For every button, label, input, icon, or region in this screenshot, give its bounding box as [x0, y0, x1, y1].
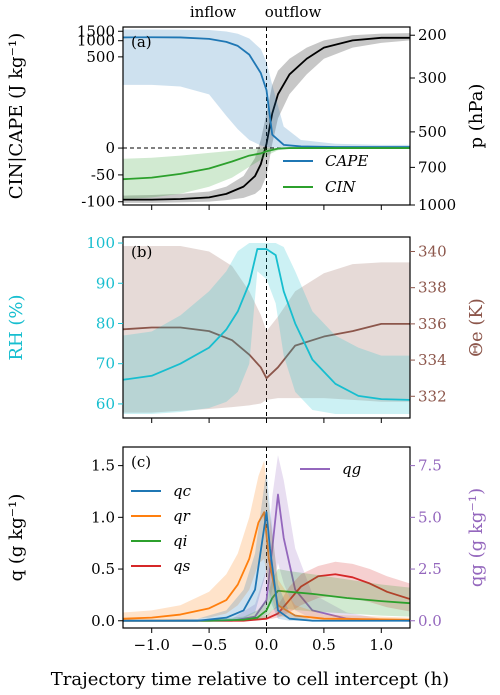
right-y-tick-label: 7.5 [418, 457, 442, 475]
panel-label: (a) [131, 33, 152, 51]
legend-label: qc [173, 482, 192, 500]
cin-line [123, 147, 410, 181]
right-y-tick-label: 338 [418, 279, 447, 297]
legend-label: CAPE [325, 152, 368, 170]
left-y-tick-label: 1.5 [91, 457, 115, 475]
y-axis-label-right: p (hPa) [466, 84, 487, 149]
axes-frame [122, 446, 411, 629]
theta-e-band [123, 246, 410, 413]
right-y-tick-label: 700 [418, 158, 447, 176]
axes-frame [122, 26, 411, 206]
left-y-tick-label: 0 [105, 139, 115, 157]
legend-label: qs [173, 557, 191, 575]
legend-label: qg [342, 460, 361, 478]
right-y-tick-label: 336 [418, 315, 447, 333]
y-axis-label-left: q (g kg⁻¹) [6, 494, 27, 582]
legend-label: qr [173, 507, 191, 525]
legend-label: qi [173, 532, 188, 550]
panel-a: 150010005000-50-1002003005007001000(a)CI… [6, 22, 487, 214]
x-tick-label: −1.0 [133, 636, 169, 654]
left-y-tick-label: 0.5 [91, 560, 115, 578]
right-y-tick-label: 300 [418, 69, 447, 87]
left-y-tick-label: 100 [86, 234, 115, 252]
right-y-tick-label: 340 [418, 242, 447, 260]
y-axis-label-right: Θe (K) [466, 298, 487, 357]
cin-band [123, 148, 410, 200]
qr-line [123, 511, 410, 621]
right-y-tick-label: 5.0 [418, 508, 442, 526]
cape-line [123, 36, 410, 148]
legend-label: CIN [325, 178, 356, 196]
x-tick-label: 0.5 [312, 636, 336, 654]
right-y-tick-label: 200 [418, 26, 447, 44]
left-y-tick-label: 1.0 [91, 508, 115, 526]
y-axis-label-right: qg (g kg⁻¹) [466, 488, 487, 587]
right-y-tick-label: 2.5 [418, 560, 442, 578]
right-y-tick-label: 1000 [418, 196, 456, 214]
qc-line [123, 511, 410, 622]
left-y-tick-label: 1500 [77, 22, 115, 40]
left-y-tick-label: 70 [96, 355, 115, 373]
panel-b: 100 90 80 70 60 340 338 336 334 332 (b) RH (%) Θe (K… [6, 234, 487, 423]
axes-frame [122, 236, 411, 419]
x-axis-label: Trajectory time relative to cell interce… [51, 669, 449, 690]
right-y-tick-label: 332 [418, 387, 447, 405]
outflow-label: outflow [265, 3, 322, 21]
left-y-tick-label: 0.0 [91, 612, 115, 630]
y-axis-label-left: RH (%) [6, 294, 27, 360]
inflow-label: inflow [190, 3, 236, 21]
pressure-line [123, 36, 410, 201]
x-tick-label: 0.0 [255, 636, 279, 654]
right-y-tick-label: 500 [418, 123, 447, 141]
qs-line [123, 573, 410, 622]
theta-e-line [123, 322, 410, 380]
qg-band [123, 455, 410, 621]
x-tick-label: 1.0 [369, 636, 393, 654]
right-y-tick-label: 334 [418, 351, 447, 369]
qi-band [123, 569, 410, 621]
panel-label: (b) [131, 243, 152, 261]
left-y-tick-label: 1000 [77, 32, 115, 50]
right-y-tick-label: 0.0 [418, 612, 442, 630]
left-y-tick-label: 500 [86, 48, 115, 66]
left-y-tick-label: 80 [96, 314, 115, 332]
panel-c: −1.0 −0.5 0.0 0.5 1.0 1.5 1.0 0.5 0.0 7.5 5.0 2.5 0.… [6, 446, 487, 654]
rh-line [123, 248, 410, 401]
rh-band [123, 243, 410, 414]
panel-label: (c) [131, 453, 151, 471]
left-y-tick-label: 60 [96, 395, 115, 413]
left-y-tick-label: 90 [96, 274, 115, 292]
qc-band [123, 470, 410, 621]
pressure-band [123, 33, 410, 203]
x-tick-label: −0.5 [191, 636, 227, 654]
qs-band [123, 561, 410, 621]
left-y-tick-label: -100 [81, 193, 115, 211]
left-y-tick-label: -50 [91, 166, 115, 184]
y-axis-label-left: CIN|CAPE (J kg⁻¹) [6, 33, 27, 200]
